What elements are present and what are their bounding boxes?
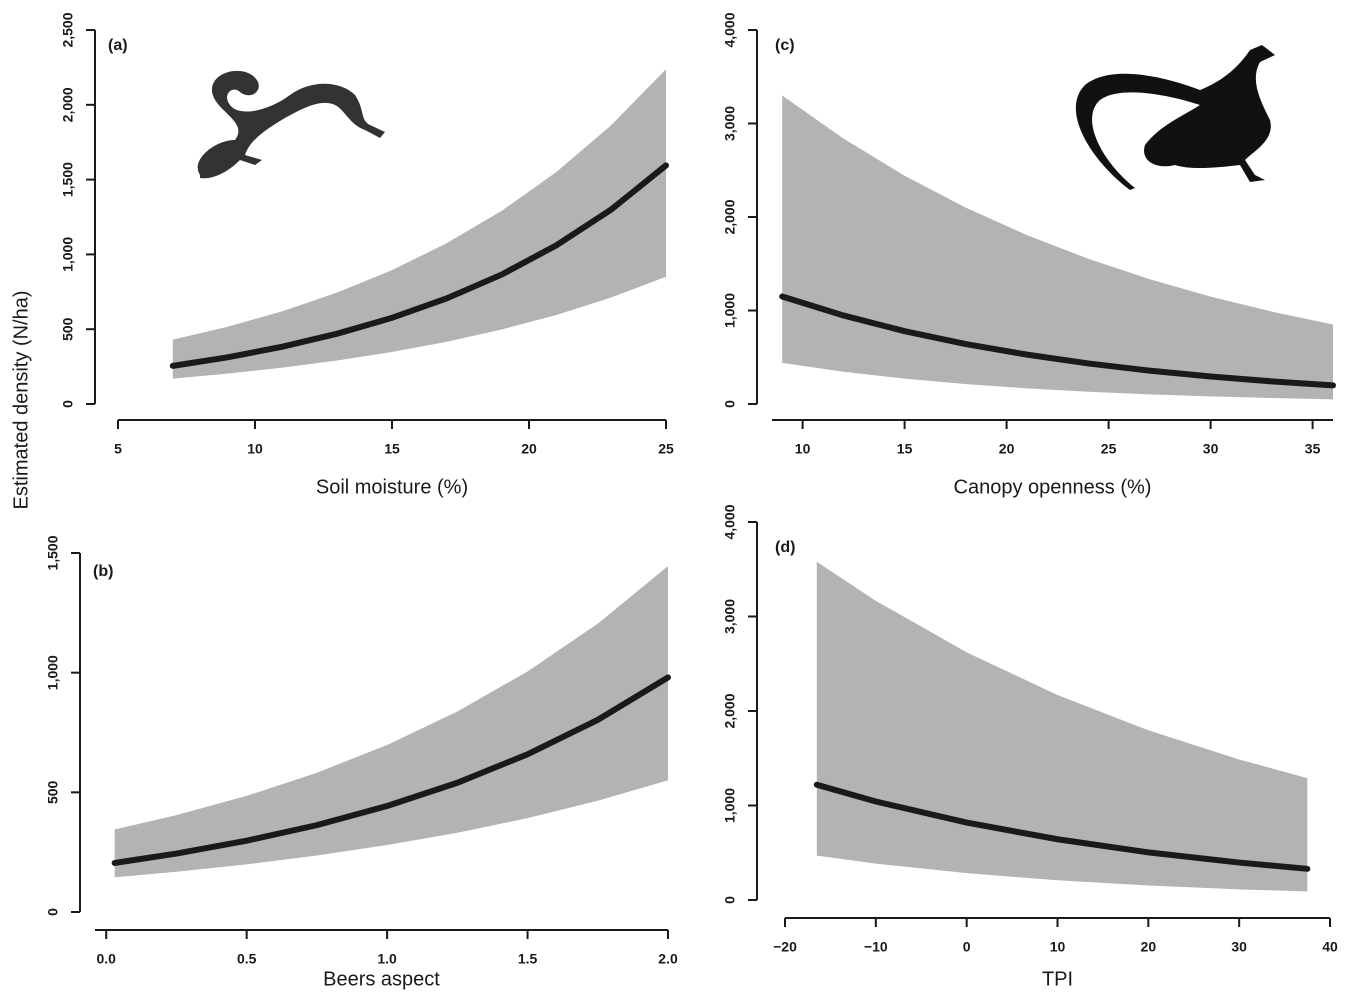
x-tick-label: 20 (999, 441, 1015, 457)
x-tick-label: 15 (897, 441, 913, 457)
y-tick-label: 500 (60, 317, 76, 341)
x-tick-label: 10 (1050, 939, 1066, 955)
y-axis-label: Estimated density (N/ha) (10, 291, 32, 510)
y-tick-label: 1,000 (722, 293, 738, 328)
x-tick-label: −20 (773, 939, 797, 955)
y-tick-label: 3,000 (722, 106, 738, 141)
y-tick-label: 2,000 (722, 693, 738, 728)
salamander-icon (197, 70, 385, 179)
x-axis-label: Beers aspect (323, 968, 440, 990)
y-tick-label: 2,500 (60, 12, 76, 47)
y-tick-label: 0 (45, 908, 61, 916)
y-tick-label: 1,500 (45, 535, 61, 570)
x-axis-label: Soil moisture (%) (316, 476, 468, 498)
panel-label: (b) (93, 563, 113, 580)
y-tick-label: 0 (60, 400, 76, 408)
y-tick-label: 2,000 (722, 199, 738, 234)
x-tick-label: 20 (1141, 939, 1157, 955)
fit-line (111, 674, 671, 866)
y-tick-label: 3,000 (722, 599, 738, 634)
x-tick-label: 40 (1322, 939, 1338, 955)
fit-line (813, 781, 1311, 872)
y-tick-label: 4,000 (722, 504, 738, 539)
y-tick-label: 2,000 (60, 87, 76, 122)
x-tick-label: 25 (658, 441, 674, 457)
y-tick-label: 0 (722, 896, 738, 904)
x-tick-label: 1.5 (518, 951, 538, 967)
x-tick-label: 0.5 (237, 951, 257, 967)
confidence-band (782, 95, 1333, 400)
salamander-icon (1075, 45, 1275, 190)
y-tick-label: 0 (722, 400, 738, 408)
panel-label: (d) (775, 539, 795, 556)
confidence-band (172, 69, 667, 379)
x-tick-label: 5 (114, 441, 122, 457)
fit-line (779, 293, 1336, 389)
x-tick-label: 20 (521, 441, 537, 457)
x-tick-label: 10 (795, 441, 811, 457)
y-tick-label: 1,500 (60, 162, 76, 197)
x-axis-label: Canopy openness (%) (954, 476, 1152, 498)
x-tick-label: 25 (1101, 441, 1117, 457)
y-tick-label: 1,000 (722, 788, 738, 823)
x-tick-label: 0 (963, 939, 971, 955)
x-tick-label: 2.0 (658, 951, 678, 967)
x-tick-label: 30 (1231, 939, 1247, 955)
x-tick-label: 35 (1305, 441, 1321, 457)
confidence-band (114, 566, 669, 878)
x-tick-label: 1.0 (377, 951, 397, 967)
y-tick-label: 1,000 (45, 655, 61, 690)
confidence-band (816, 561, 1308, 892)
panel-label: (c) (775, 37, 795, 54)
x-tick-label: 10 (247, 441, 263, 457)
x-tick-label: −10 (864, 939, 888, 955)
fit-line (169, 162, 669, 369)
y-tick-label: 4,000 (722, 12, 738, 47)
x-axis-label: TPI (1042, 968, 1073, 990)
x-tick-label: 30 (1203, 441, 1219, 457)
y-tick-label: 1,000 (60, 237, 76, 272)
x-tick-label: 15 (384, 441, 400, 457)
y-tick-label: 500 (45, 780, 61, 804)
panel-label: (a) (108, 37, 128, 54)
x-tick-label: 0.0 (97, 951, 117, 967)
